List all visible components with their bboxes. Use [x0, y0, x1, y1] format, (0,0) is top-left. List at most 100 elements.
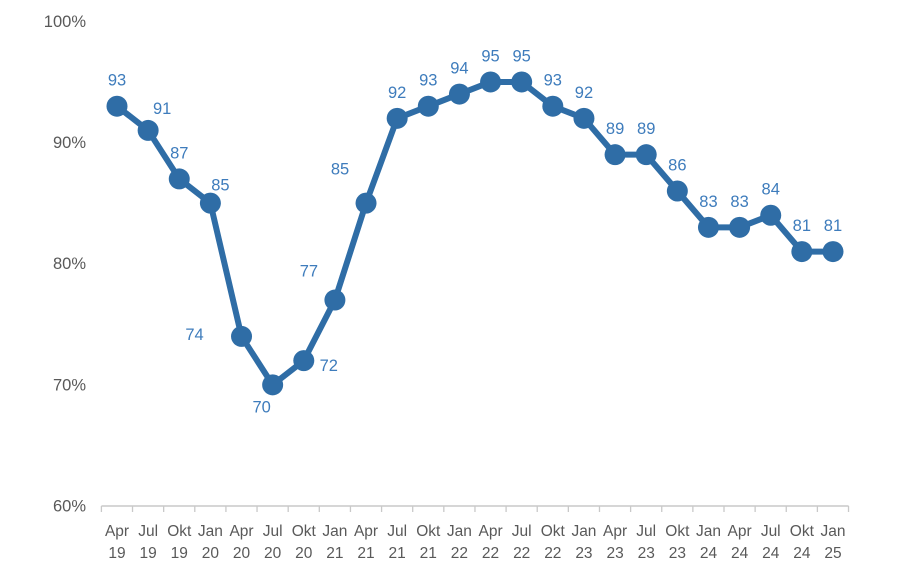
x-axis-label-month: Jan	[696, 523, 721, 540]
x-axis-label-year: 21	[389, 545, 406, 562]
x-axis-label-month: Jan	[447, 523, 472, 540]
x-axis-label-month: Apr	[603, 523, 627, 540]
data-label: 89	[606, 120, 624, 138]
x-axis-label-month: Okt	[167, 523, 192, 540]
data-label: 85	[331, 161, 349, 179]
x-axis-label-month: Apr	[105, 523, 129, 540]
x-axis-label-year: 20	[202, 545, 220, 562]
x-axis-label-month: Jan	[571, 523, 596, 540]
data-label: 95	[481, 47, 499, 65]
data-label: 94	[450, 60, 468, 78]
x-axis-label-year: 19	[108, 545, 125, 562]
data-point	[106, 95, 128, 117]
data-point	[231, 325, 253, 347]
data-point	[604, 144, 626, 166]
data-point	[666, 180, 688, 202]
data-point	[697, 216, 719, 238]
x-axis-label-month: Apr	[728, 523, 752, 540]
x-axis-label-year: 19	[140, 545, 157, 562]
x-axis-label-month: Jan	[198, 523, 223, 540]
data-label: 77	[300, 263, 318, 281]
x-axis-label-month: Okt	[665, 523, 690, 540]
x-axis-label-year: 23	[575, 545, 592, 562]
x-axis-label-month: Okt	[541, 523, 566, 540]
x-axis-label-year: 23	[606, 545, 623, 562]
x-axis-label-month: Okt	[416, 523, 441, 540]
data-point	[448, 83, 470, 105]
data-label: 84	[762, 181, 780, 199]
data-label: 74	[185, 326, 203, 344]
data-label: 95	[513, 47, 531, 65]
y-axis-label: 70%	[53, 376, 86, 394]
y-axis-label: 80%	[53, 255, 86, 273]
data-label: 93	[419, 72, 437, 90]
data-point	[822, 241, 844, 263]
y-axis-label: 60%	[53, 498, 86, 516]
x-axis-label-month: Apr	[354, 523, 378, 540]
x-axis-label-month: Apr	[478, 523, 502, 540]
x-axis-label-year: 21	[420, 545, 437, 562]
data-point	[542, 95, 564, 117]
data-label: 91	[153, 100, 171, 118]
data-label: 89	[637, 120, 655, 138]
x-axis-label-month: Jul	[387, 523, 407, 540]
data-point	[168, 168, 190, 190]
x-axis-label-month: Apr	[229, 523, 253, 540]
x-axis-label-year: 23	[638, 545, 655, 562]
x-axis-label-year: 20	[233, 545, 251, 562]
data-point	[511, 71, 533, 93]
x-axis-label-year: 21	[357, 545, 374, 562]
data-point	[137, 119, 159, 141]
data-label: 92	[575, 84, 593, 102]
data-point	[199, 192, 221, 214]
x-axis-label-year: 25	[824, 545, 841, 562]
x-axis-label-month: Okt	[790, 523, 815, 540]
x-axis-label-year: 23	[669, 545, 686, 562]
data-point	[791, 241, 813, 263]
x-axis-label-year: 21	[326, 545, 343, 562]
data-point	[729, 216, 751, 238]
x-axis-label-year: 24	[700, 545, 718, 562]
x-axis-label-month: Jul	[636, 523, 656, 540]
data-label: 93	[544, 72, 562, 90]
x-axis-label-month: Jul	[761, 523, 781, 540]
data-label: 70	[252, 398, 270, 416]
y-axis-label: 100%	[44, 13, 87, 31]
data-point	[262, 374, 284, 396]
data-label: 87	[170, 144, 188, 162]
x-axis-label-year: 22	[544, 545, 561, 562]
data-label: 81	[793, 217, 811, 235]
data-point	[324, 289, 346, 311]
x-axis-label-year: 24	[793, 545, 811, 562]
data-label: 86	[668, 157, 686, 175]
x-axis-label-month: Jul	[263, 523, 283, 540]
x-axis-label-year: 24	[731, 545, 749, 562]
x-axis-label-year: 19	[171, 545, 188, 562]
data-label: 81	[824, 217, 842, 235]
x-axis-label-year: 24	[762, 545, 780, 562]
series-line	[114, 78, 836, 388]
x-axis-label-year: 22	[482, 545, 499, 562]
data-label: 83	[730, 193, 748, 211]
data-point	[355, 192, 377, 214]
data-point	[760, 204, 782, 226]
x-axis-label-month: Jul	[138, 523, 158, 540]
x-axis-label-month: Jan	[322, 523, 347, 540]
data-label: 85	[211, 177, 229, 195]
x-axis-label-year: 20	[295, 545, 313, 562]
data-label: 93	[108, 72, 126, 90]
data-label: 72	[320, 357, 338, 375]
x-axis-label-month: Okt	[292, 523, 317, 540]
data-label: 92	[388, 84, 406, 102]
x-axis-label-year: 22	[513, 545, 530, 562]
data-point	[386, 107, 408, 129]
data-point	[293, 350, 315, 372]
x-axis-label-month: Jan	[820, 523, 845, 540]
data-point	[573, 107, 595, 129]
x-axis-label-month: Jul	[512, 523, 532, 540]
data-point	[480, 71, 502, 93]
data-label: 83	[699, 193, 717, 211]
y-axis-label: 90%	[53, 134, 86, 152]
